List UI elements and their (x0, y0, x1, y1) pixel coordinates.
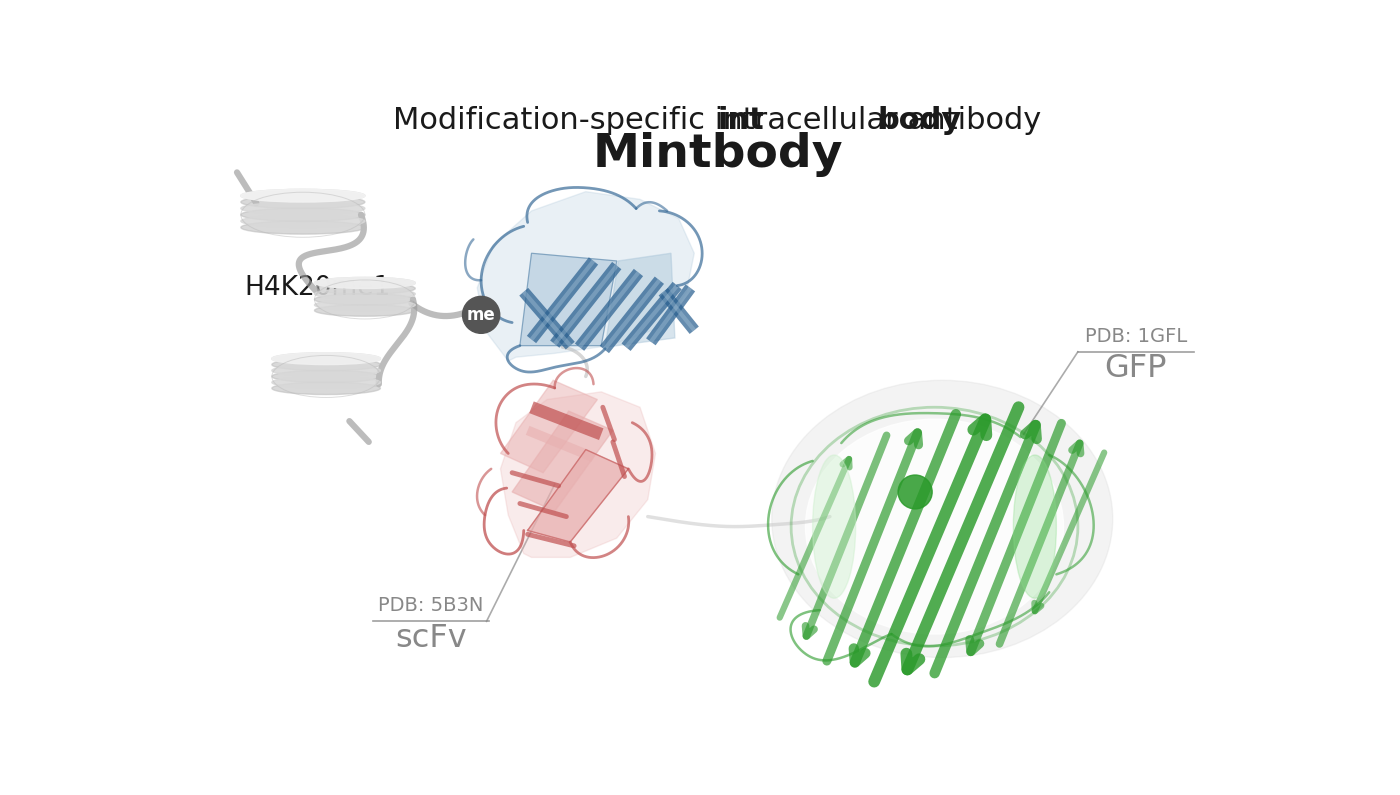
Text: Modification-specific intracellular antibody: Modification-specific intracellular anti… (393, 107, 1042, 135)
Ellipse shape (315, 300, 416, 311)
Circle shape (462, 297, 500, 333)
Text: body: body (878, 107, 962, 135)
Polygon shape (501, 380, 598, 473)
Ellipse shape (272, 370, 381, 382)
Text: PDB: 5B3N: PDB: 5B3N (378, 596, 483, 615)
Ellipse shape (272, 377, 381, 388)
Text: PDB: 1GFL: PDB: 1GFL (1085, 327, 1187, 346)
Ellipse shape (241, 196, 365, 209)
Text: H4K20me1: H4K20me1 (245, 275, 391, 301)
Ellipse shape (315, 289, 416, 300)
Ellipse shape (315, 277, 416, 289)
Text: me: me (466, 306, 496, 324)
Ellipse shape (1014, 455, 1057, 598)
Polygon shape (519, 254, 617, 346)
Circle shape (897, 475, 932, 509)
Ellipse shape (315, 293, 416, 305)
Text: Mintbody: Mintbody (592, 132, 843, 177)
Text: int: int (717, 107, 764, 135)
Ellipse shape (272, 353, 381, 365)
Ellipse shape (812, 455, 855, 598)
Ellipse shape (241, 215, 365, 227)
Ellipse shape (315, 304, 416, 316)
Ellipse shape (241, 202, 365, 215)
Ellipse shape (272, 382, 381, 394)
Ellipse shape (241, 189, 365, 202)
Polygon shape (501, 392, 655, 557)
Ellipse shape (272, 359, 381, 370)
Ellipse shape (241, 208, 365, 222)
Polygon shape (512, 411, 613, 511)
Ellipse shape (315, 277, 416, 289)
Ellipse shape (241, 221, 365, 234)
Ellipse shape (315, 283, 416, 294)
Polygon shape (528, 450, 629, 542)
Text: scFv: scFv (395, 622, 466, 653)
Ellipse shape (805, 419, 1064, 634)
Text: GFP: GFP (1105, 353, 1168, 384)
Polygon shape (477, 192, 694, 361)
Polygon shape (605, 254, 675, 347)
Ellipse shape (272, 353, 381, 365)
Ellipse shape (241, 189, 365, 202)
Ellipse shape (771, 380, 1113, 657)
Ellipse shape (272, 365, 381, 377)
